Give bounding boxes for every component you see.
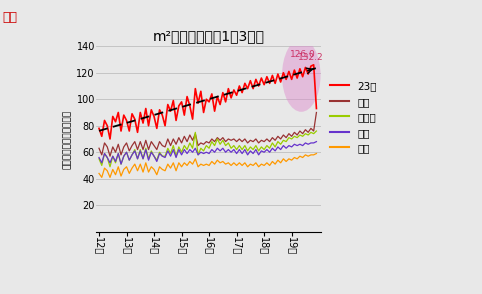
- 千葉: [195, 165, 201, 168]
- 千葉: [239, 164, 245, 167]
- Ellipse shape: [282, 39, 321, 112]
- 埼玉: [247, 149, 253, 153]
- 都下: [247, 138, 253, 142]
- 23区: [96, 127, 102, 130]
- 都下: [228, 138, 234, 142]
- 23区: [239, 91, 245, 94]
- 埼玉: [118, 162, 124, 166]
- 23区: [231, 88, 237, 92]
- 神奈川: [313, 129, 319, 133]
- Line: 都下: 都下: [99, 113, 316, 156]
- 千葉: [313, 152, 319, 155]
- 神奈川: [247, 145, 253, 149]
- 埼玉: [96, 156, 102, 159]
- 都下: [231, 137, 237, 141]
- Line: 千葉: 千葉: [99, 153, 316, 177]
- 都下: [292, 131, 297, 134]
- 神奈川: [107, 165, 113, 168]
- 埼玉: [231, 148, 237, 151]
- 埼玉: [239, 152, 245, 155]
- 千葉: [228, 164, 234, 167]
- 都下: [239, 140, 245, 143]
- Line: 23区: 23区: [99, 65, 316, 139]
- Text: マ！: マ！: [2, 11, 17, 24]
- 埼玉: [228, 151, 234, 154]
- 千葉: [247, 162, 253, 166]
- 23区: [195, 101, 201, 105]
- Text: 126.0: 126.0: [290, 51, 316, 59]
- Title: m²単価の推移（1都3県）: m²単価の推移（1都3県）: [152, 30, 265, 44]
- 都下: [107, 154, 113, 158]
- 23区: [292, 68, 297, 72]
- 神奈川: [231, 144, 237, 147]
- 神奈川: [195, 153, 201, 157]
- 都下: [195, 144, 201, 147]
- Text: 132.2: 132.2: [298, 53, 324, 62]
- 埼玉: [195, 153, 201, 157]
- Legend: 23区, 都下, 神奈川, 埼玉, 千葉: 23区, 都下, 神奈川, 埼玉, 千葉: [328, 79, 379, 156]
- 神奈川: [96, 157, 102, 161]
- 神奈川: [239, 148, 245, 151]
- 都下: [313, 111, 319, 114]
- 千葉: [231, 161, 237, 165]
- 埼玉: [313, 140, 319, 143]
- Y-axis label: 発売完単価（万円／㎡）: 発売完単価（万円／㎡）: [63, 109, 72, 168]
- 千葉: [292, 156, 297, 159]
- Line: 埼玉: 埼玉: [99, 142, 316, 164]
- 神奈川: [292, 135, 297, 138]
- 23区: [247, 79, 253, 82]
- 埼玉: [292, 143, 297, 146]
- 23区: [313, 107, 319, 110]
- Line: 神奈川: 神奈川: [99, 131, 316, 167]
- 23区: [228, 96, 234, 100]
- 千葉: [96, 172, 102, 175]
- 千葉: [99, 176, 105, 179]
- 23区: [311, 63, 317, 66]
- 都下: [96, 146, 102, 150]
- 神奈川: [228, 146, 234, 150]
- 23区: [107, 137, 113, 141]
